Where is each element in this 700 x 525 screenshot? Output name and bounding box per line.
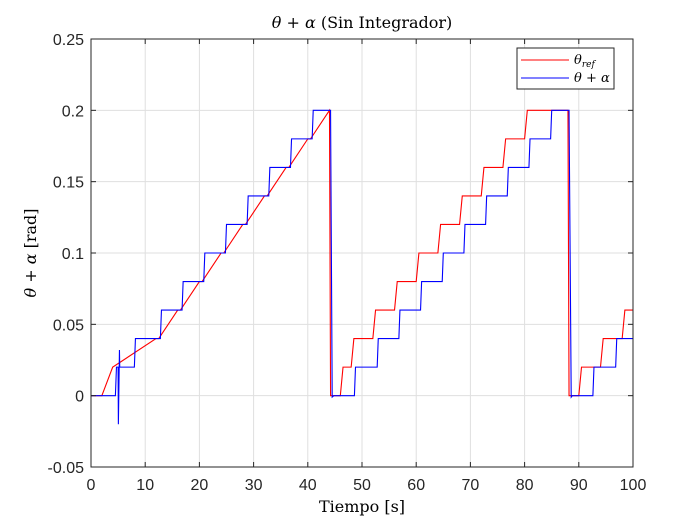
ticks: 0 10 20 30 40 50 60 70 80 90 100-0.0500.050.10.150… [48, 32, 647, 494]
y-tick-label: 0.15 [53, 175, 84, 192]
legend-label-ref-sub: ref [582, 60, 597, 70]
x-tick-label: 30 [245, 477, 263, 494]
x-tick-label: 40 [299, 477, 317, 494]
x-tick-label: 80 [516, 477, 534, 494]
x-tick-label: 10 [136, 477, 154, 494]
y-tick-label: 0.25 [53, 32, 84, 49]
y-tick-label: 0.1 [62, 246, 84, 263]
y-axis-label-math: θ + α [21, 253, 40, 297]
chart-title-math: θ + α [272, 13, 316, 32]
y-axis-label: θ + α [rad] [21, 208, 40, 297]
y-tick-label: -0.05 [48, 460, 85, 477]
y-tick-label: 0.2 [62, 103, 84, 120]
x-axis-label: Tiempo [s] [319, 497, 405, 516]
y-tick-label: 0.05 [53, 317, 84, 334]
legend-label-ref-base: θ [574, 53, 582, 68]
legend: θref θ + α [516, 47, 615, 90]
series-theta-plus-alpha [91, 109, 633, 425]
y-axis-label-unit: [rad] [21, 208, 40, 253]
legend-label-theta-alpha: θ + α [574, 71, 610, 86]
chart-title: θ + α (Sin Integrador) [272, 13, 453, 32]
x-tick-label: 60 [407, 477, 425, 494]
x-tick-label: 50 [353, 477, 371, 494]
x-tick-label: 90 [570, 477, 588, 494]
x-tick-label: 0 [87, 477, 96, 494]
series-layer [91, 108, 633, 425]
chart-title-text: (Sin Integrador) [316, 13, 453, 32]
legend-box [516, 47, 615, 90]
x-tick-label: 70 [462, 477, 480, 494]
y-tick-label: 0 [75, 389, 84, 406]
x-tick-label: 100 [620, 477, 647, 494]
legend-label-theta-alpha-base: θ + α [574, 71, 610, 86]
x-tick-label: 20 [191, 477, 209, 494]
legend-label-ref: θref [574, 53, 596, 70]
